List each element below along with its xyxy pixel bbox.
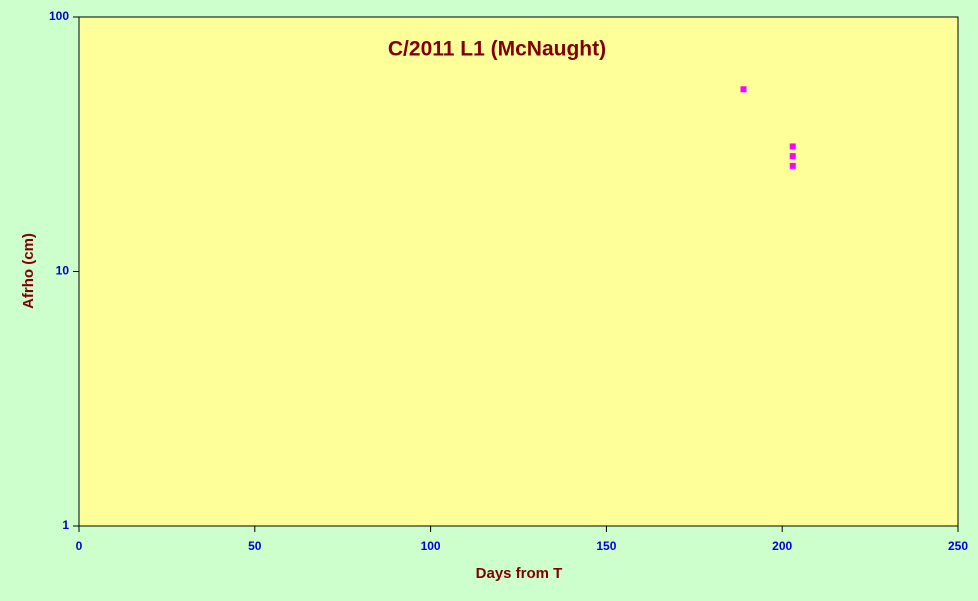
x-tick-label: 200 [772, 539, 792, 553]
data-point [789, 153, 796, 160]
y-axis-title: Afrho (cm) [20, 233, 37, 309]
data-point [740, 86, 747, 93]
x-tick-label: 150 [596, 539, 616, 553]
x-tick-label: 50 [248, 539, 262, 553]
x-tick-label: 250 [948, 539, 968, 553]
x-axis-title: Days from T [476, 565, 563, 582]
y-tick-label: 10 [56, 264, 70, 278]
data-point [789, 143, 796, 150]
x-tick-label: 0 [76, 539, 83, 553]
chart-title: C/2011 L1 (McNaught) [388, 38, 606, 61]
y-tick-label: 100 [49, 9, 69, 23]
plot-area [78, 16, 959, 527]
data-point [789, 162, 796, 169]
y-tick-label: 1 [62, 518, 69, 532]
x-tick-label: 100 [421, 539, 441, 553]
